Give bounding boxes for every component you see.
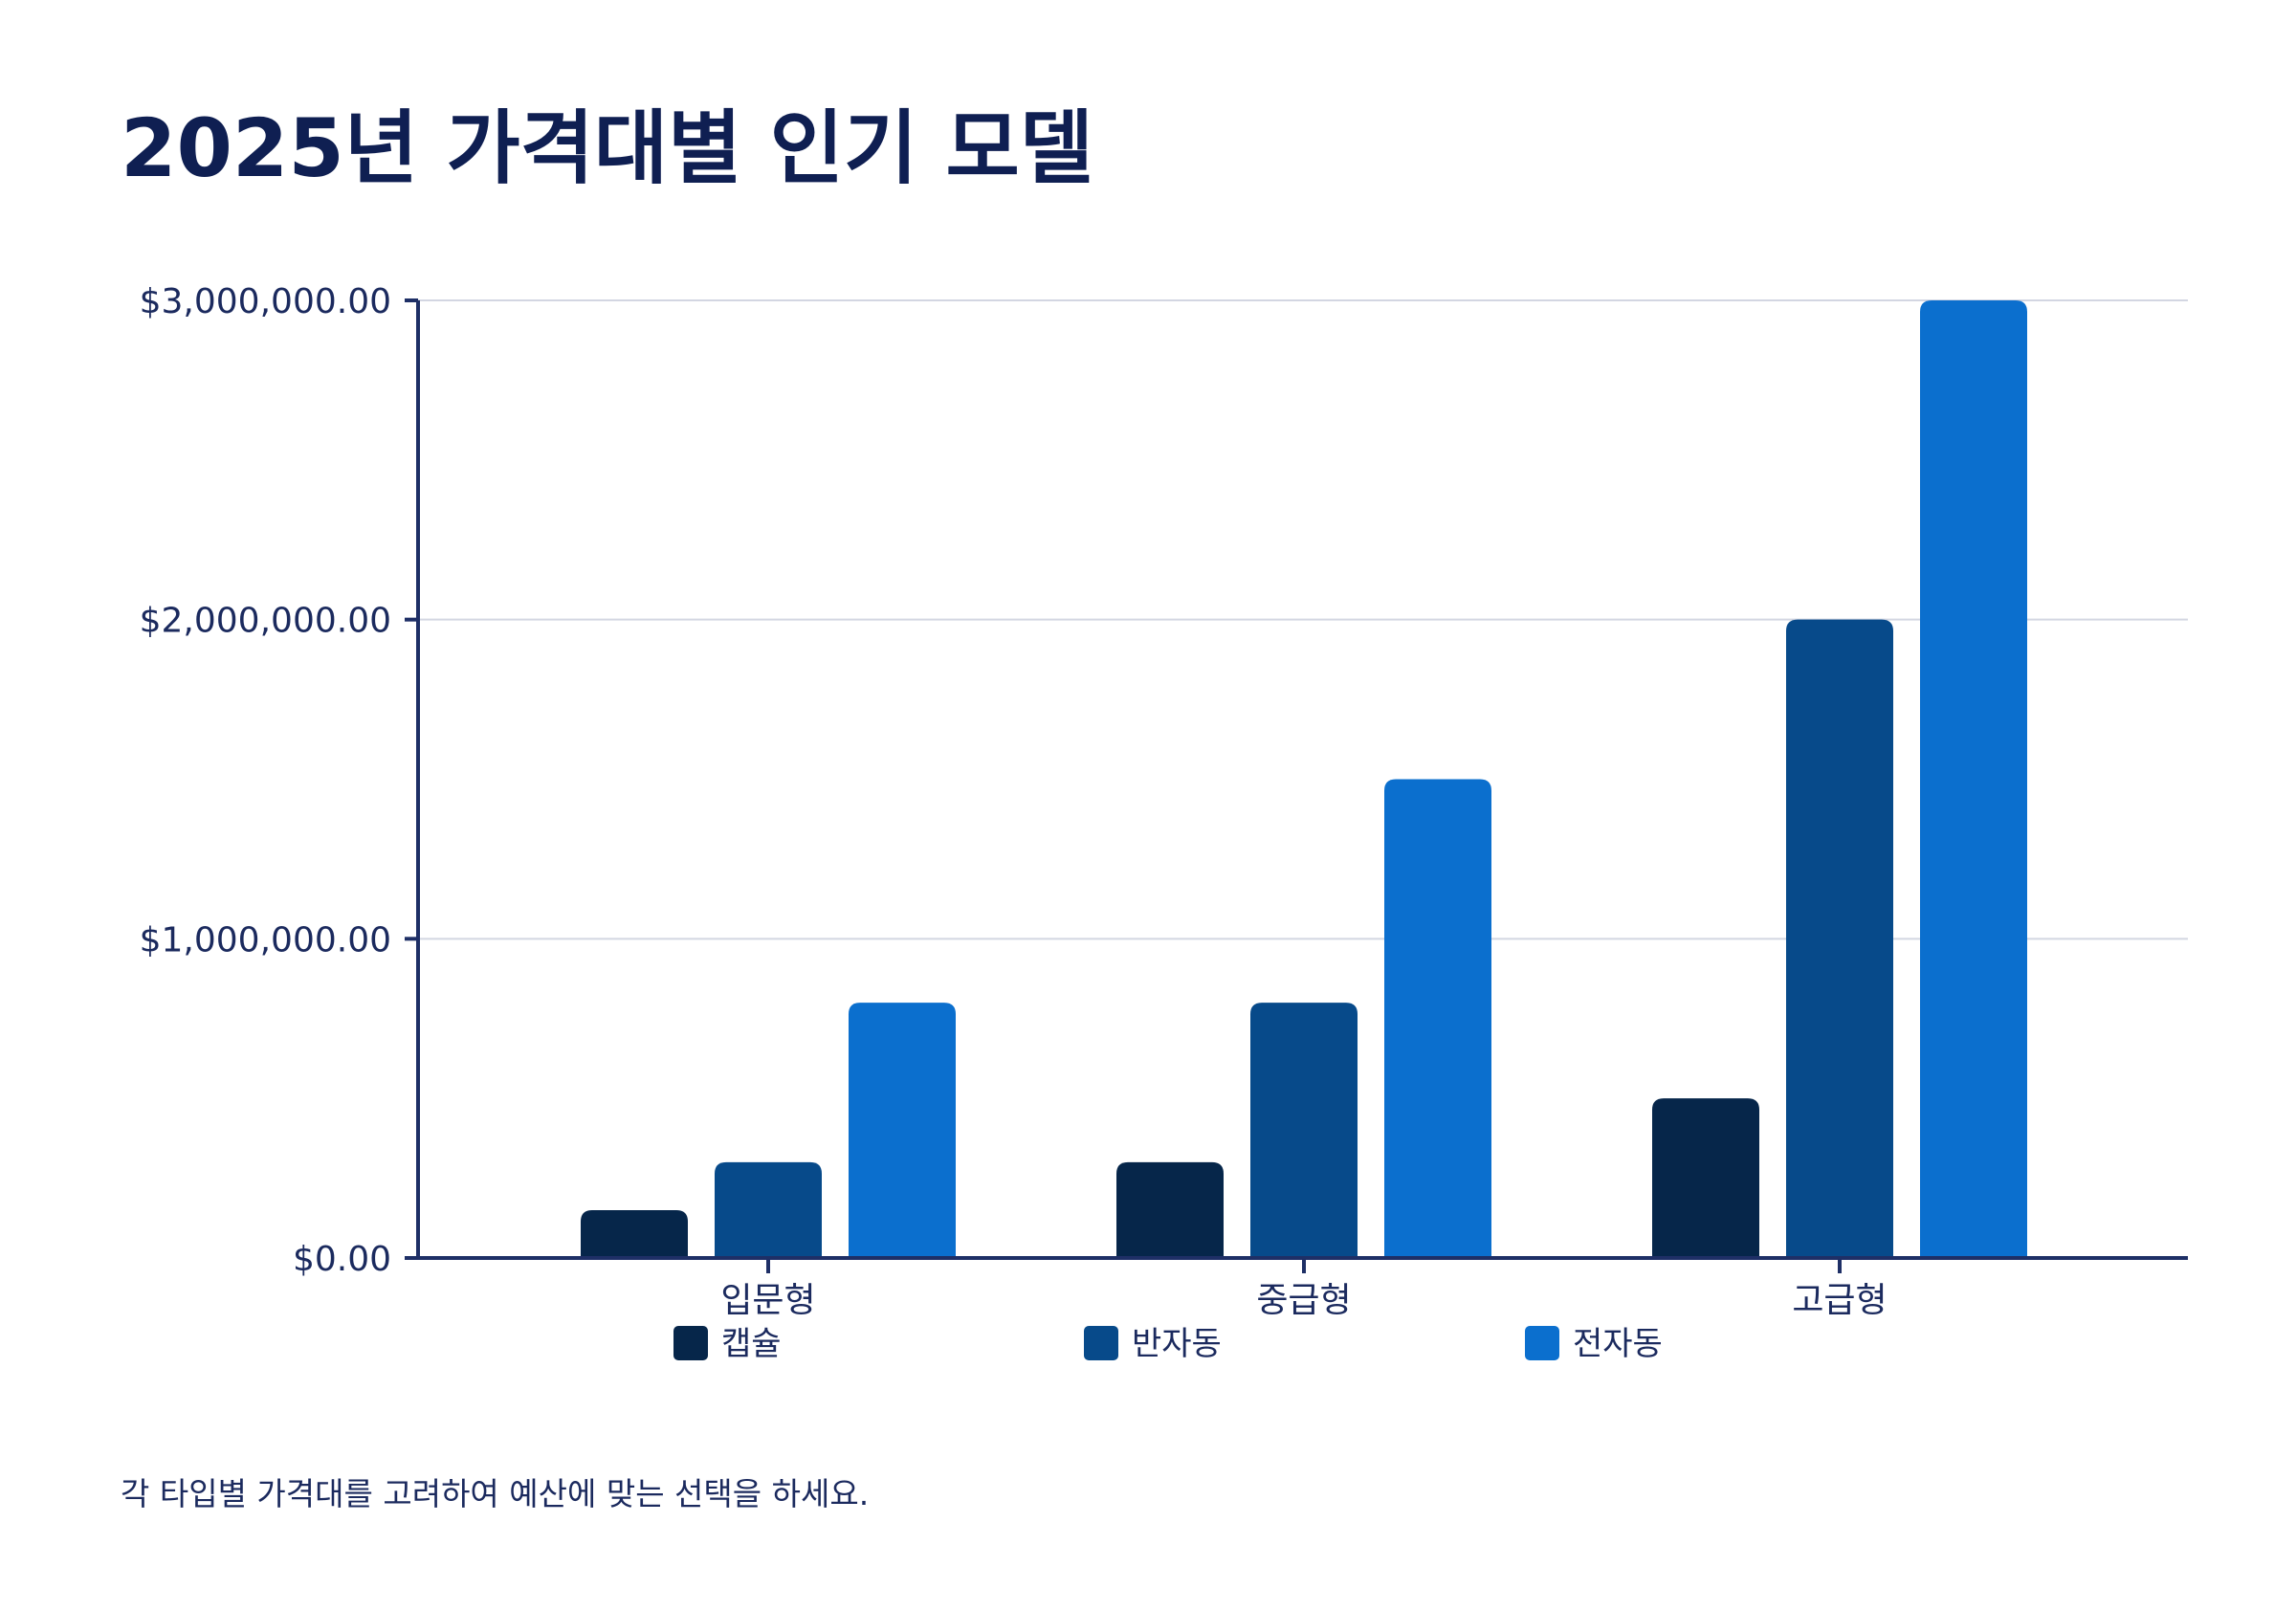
bar-1-1 bbox=[581, 1209, 688, 1258]
chart-footnote: 각 타입별 가격대를 고려하여 예산에 맞는 선택을 하세요. bbox=[121, 1475, 869, 1512]
legend-label: 반자동 bbox=[1132, 1325, 1222, 1363]
bar-3-2 bbox=[1384, 779, 1491, 1258]
bar-1-2 bbox=[1116, 1161, 1224, 1258]
legend: 캡슐 반자동 전자동 bbox=[673, 1325, 1663, 1363]
legend-swatch bbox=[673, 1326, 708, 1360]
y-tick-label: $2,000,000.00 bbox=[140, 602, 391, 641]
y-tick-label: $0.00 bbox=[293, 1240, 391, 1279]
bar-2-2 bbox=[1250, 1003, 1358, 1258]
x-category-labels: 입문형 중급형 고급형 bbox=[720, 1281, 1887, 1320]
y-tick-label: $3,000,000.00 bbox=[140, 282, 391, 321]
legend-swatch bbox=[1084, 1326, 1118, 1360]
bar-1-3 bbox=[1652, 1098, 1759, 1258]
x-category-label: 입문형 bbox=[720, 1281, 815, 1320]
x-category-label: 고급형 bbox=[1792, 1281, 1887, 1320]
axes bbox=[405, 298, 2188, 1273]
legend-label: 캡슐 bbox=[721, 1325, 782, 1363]
y-tick-label: $1,000,000.00 bbox=[140, 920, 391, 960]
chart-title: 2025년 가격대별 인기 모델 bbox=[121, 101, 1093, 195]
legend-label: 전자동 bbox=[1573, 1325, 1663, 1363]
legend-swatch bbox=[1525, 1326, 1559, 1360]
x-category-label: 중급형 bbox=[1256, 1281, 1351, 1320]
y-tick-labels: $0.00 $1,000,000.00 $2,000,000.00 $3,000,00… bbox=[140, 282, 391, 1279]
bar-2-3 bbox=[1786, 619, 1893, 1258]
bar-3-1 bbox=[849, 1003, 956, 1258]
bars bbox=[581, 300, 2027, 1258]
bar-2-1 bbox=[715, 1161, 822, 1258]
bar-3-3 bbox=[1920, 300, 2027, 1258]
